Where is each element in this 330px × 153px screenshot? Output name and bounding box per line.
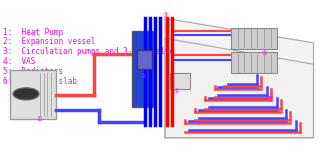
FancyBboxPatch shape	[137, 50, 152, 69]
Polygon shape	[165, 18, 314, 138]
FancyBboxPatch shape	[231, 52, 277, 73]
FancyBboxPatch shape	[10, 70, 56, 119]
Text: 5:  Radiators: 5: Radiators	[3, 67, 63, 76]
FancyBboxPatch shape	[132, 31, 155, 107]
Text: ①: ①	[37, 117, 43, 122]
Circle shape	[13, 88, 39, 100]
Polygon shape	[165, 38, 314, 138]
Text: ③: ③	[162, 13, 168, 18]
Text: 1:  Heat Pump: 1: Heat Pump	[3, 28, 63, 37]
Text: ④: ④	[174, 89, 180, 94]
Text: 6:  Radiant slab: 6: Radiant slab	[3, 77, 77, 86]
Text: 4:  VAS: 4: VAS	[3, 57, 36, 66]
FancyBboxPatch shape	[170, 73, 190, 89]
Text: ②: ②	[141, 74, 147, 79]
FancyBboxPatch shape	[231, 28, 277, 49]
Text: 2:  Expansion vessel: 2: Expansion vessel	[3, 37, 96, 47]
Text: ⑤: ⑤	[261, 51, 267, 56]
Text: ⑥: ⑥	[268, 97, 274, 102]
Text: 3:  Circulation pumps and 3-way valve: 3: Circulation pumps and 3-way valve	[3, 47, 175, 56]
